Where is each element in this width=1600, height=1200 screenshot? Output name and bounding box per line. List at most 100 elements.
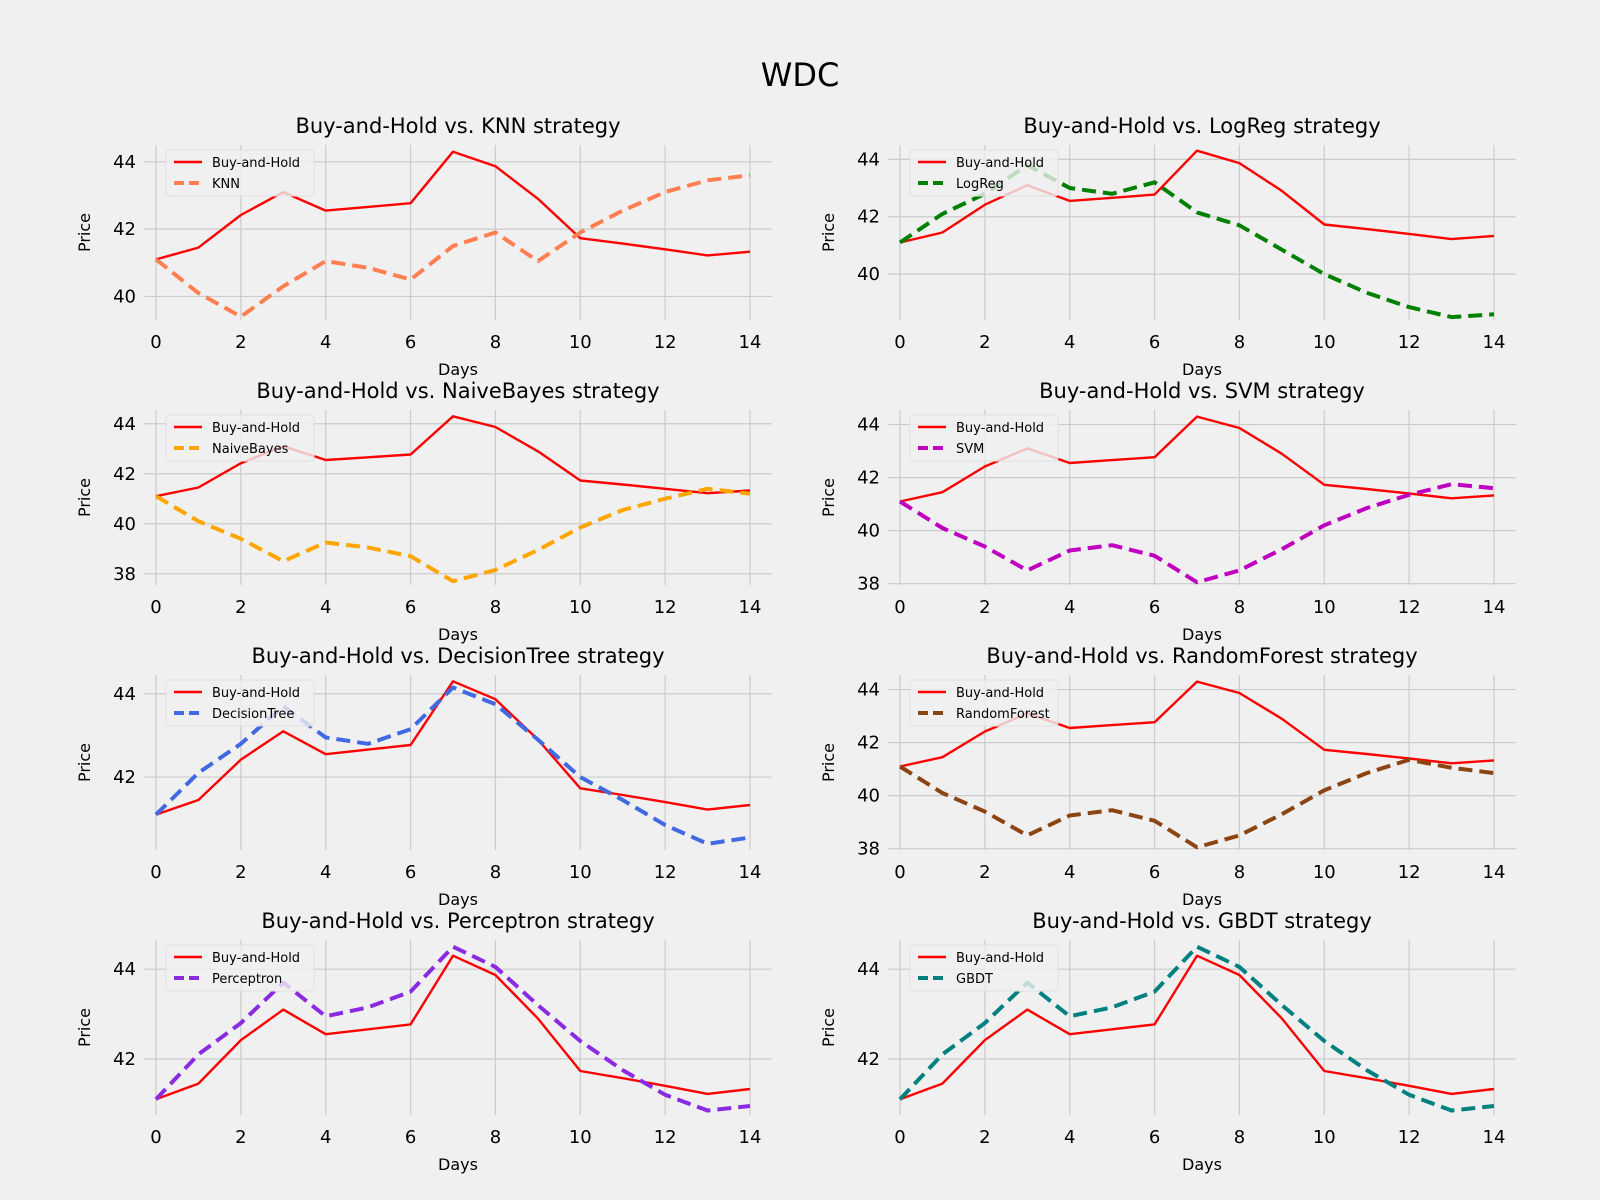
x-tick-label: 12 <box>654 862 677 883</box>
y-tick-label: 40 <box>113 514 136 535</box>
legend-label: Buy-and-Hold <box>956 156 1044 171</box>
y-tick-label: 44 <box>113 684 136 705</box>
subplot-title: Buy-and-Hold vs. Perceptron strategy <box>261 909 654 933</box>
x-tick-label: 14 <box>1483 1127 1506 1148</box>
x-tick-label: 8 <box>490 597 501 618</box>
x-tick-label: 4 <box>320 1127 331 1148</box>
x-tick-label: 6 <box>405 332 416 353</box>
legend: Buy-and-Hold KNN <box>165 149 315 197</box>
x-axis-label: Days <box>438 890 478 909</box>
y-tick-label: 38 <box>857 574 880 595</box>
legend: Buy-and-Hold SVM <box>909 414 1059 462</box>
x-tick-label: 6 <box>1149 862 1160 883</box>
x-tick-label: 6 <box>1149 597 1160 618</box>
y-tick-label: 44 <box>113 959 136 980</box>
series-group <box>154 680 751 846</box>
subplot-2: 0 2 4 6 8 10 12 14 40 42 44 Buy-and-Hold vs. LogReg… <box>819 114 1516 379</box>
series-line-buy-and-hold <box>155 150 751 261</box>
legend-label: KNN <box>212 177 240 192</box>
x-axis-label: Days <box>1182 625 1222 644</box>
series-group <box>154 150 751 319</box>
x-tick-label: 12 <box>654 597 677 618</box>
legend: Buy-and-Hold Perceptron <box>165 944 315 992</box>
x-tick-label: 4 <box>1064 862 1075 883</box>
x-tick-label: 2 <box>979 597 990 618</box>
legend: Buy-and-Hold GBDT <box>909 944 1059 992</box>
y-tick-label: 44 <box>113 414 136 435</box>
legend-label: RandomForest <box>956 707 1050 722</box>
x-tick-label: 6 <box>1149 332 1160 353</box>
subplot-title: Buy-and-Hold vs. LogReg strategy <box>1023 114 1380 138</box>
legend-label: Buy-and-Hold <box>956 951 1044 966</box>
y-axis-label: Price <box>75 1008 94 1047</box>
x-tick-label: 10 <box>569 1127 592 1148</box>
x-tick-label: 14 <box>739 332 762 353</box>
x-tick-label: 10 <box>1313 332 1336 353</box>
x-tick-label: 0 <box>150 1127 161 1148</box>
y-tick-label: 42 <box>857 468 880 489</box>
y-axis-label: Price <box>819 743 838 782</box>
legend-box <box>909 679 1059 727</box>
y-tick-label: 42 <box>857 1049 880 1070</box>
y-tick-label: 44 <box>857 959 880 980</box>
legend-label: SVM <box>956 442 984 457</box>
x-tick-label: 0 <box>150 597 161 618</box>
x-tick-label: 12 <box>654 332 677 353</box>
x-tick-label: 0 <box>150 332 161 353</box>
legend-box <box>165 944 315 992</box>
y-tick-label: 44 <box>857 415 880 436</box>
x-tick-label: 0 <box>894 1127 905 1148</box>
x-tick-label: 14 <box>1483 862 1506 883</box>
x-tick-label: 4 <box>320 597 331 618</box>
x-tick-label: 2 <box>979 862 990 883</box>
legend-label: Buy-and-Hold <box>956 421 1044 436</box>
x-tick-label: 8 <box>1234 332 1245 353</box>
y-tick-label: 40 <box>857 521 880 542</box>
x-tick-label: 10 <box>1313 862 1336 883</box>
subplot-title: Buy-and-Hold vs. RandomForest strategy <box>986 644 1417 668</box>
series-line-buy-and-hold <box>899 149 1495 244</box>
y-axis-label: Price <box>75 743 94 782</box>
x-tick-label: 2 <box>235 1127 246 1148</box>
legend-label: Buy-and-Hold <box>956 686 1044 701</box>
x-tick-label: 14 <box>739 862 762 883</box>
series-line-gbdt <box>898 944 1495 1113</box>
subplot-4: 0 2 4 6 8 10 12 14 38 40 42 44 Buy-and-Hold vs. SVM … <box>819 379 1516 644</box>
x-tick-label: 8 <box>1234 597 1245 618</box>
legend-box <box>909 944 1059 992</box>
series-line-naivebayes <box>154 486 751 584</box>
y-axis-label: Price <box>819 213 838 252</box>
y-tick-label: 40 <box>857 786 880 807</box>
x-tick-label: 14 <box>1483 332 1506 353</box>
x-tick-label: 2 <box>235 862 246 883</box>
y-tick-label: 44 <box>857 149 880 170</box>
subplot-title: Buy-and-Hold vs. GBDT strategy <box>1032 909 1372 933</box>
x-tick-label: 4 <box>1064 597 1075 618</box>
legend: Buy-and-Hold LogReg <box>909 149 1059 197</box>
legend-label: DecisionTree <box>212 707 294 722</box>
subplot-6: 0 2 4 6 8 10 12 14 38 40 42 44 Buy-and-Hold vs. Rand… <box>819 644 1516 909</box>
x-tick-label: 4 <box>1064 1127 1075 1148</box>
y-axis-label: Price <box>75 478 94 517</box>
x-tick-label: 2 <box>979 332 990 353</box>
x-tick-label: 4 <box>1064 332 1075 353</box>
x-tick-label: 12 <box>1398 1127 1421 1148</box>
x-tick-label: 4 <box>320 862 331 883</box>
x-tick-label: 12 <box>654 1127 677 1148</box>
y-tick-label: 42 <box>113 464 136 485</box>
series-line-buy-and-hold <box>155 680 751 816</box>
legend-label: GBDT <box>956 972 993 987</box>
x-tick-label: 6 <box>405 597 416 618</box>
x-tick-label: 14 <box>1483 597 1506 618</box>
y-tick-label: 42 <box>857 207 880 228</box>
legend-label: Buy-and-Hold <box>212 686 300 701</box>
x-tick-label: 12 <box>1398 597 1421 618</box>
subplot-8: 0 2 4 6 8 10 12 14 42 44 Buy-and-Hold vs. GBDT str… <box>819 909 1516 1174</box>
legend-label: Perceptron <box>212 972 282 987</box>
subplot-7: 0 2 4 6 8 10 12 14 42 44 Buy-and-Hold vs. Perceptr… <box>75 909 772 1174</box>
series-line-svm <box>898 482 1495 585</box>
legend-box <box>165 414 315 462</box>
y-axis-label: Price <box>819 478 838 517</box>
